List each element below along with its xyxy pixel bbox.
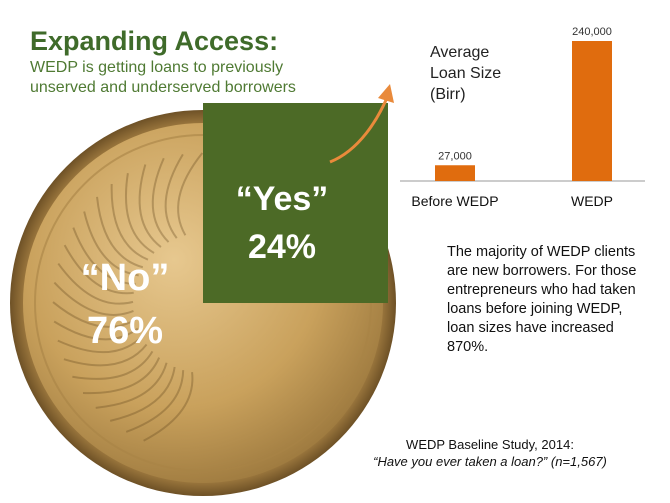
engraving-stroke: [63, 343, 148, 367]
engraving-stroke: [95, 362, 168, 409]
engraving-stroke: [177, 152, 204, 236]
engraving-stroke: [110, 183, 149, 261]
engraving-stroke: [57, 262, 134, 305]
callout-arrow: [329, 99, 388, 164]
engraving-stroke: [57, 336, 143, 354]
pie-slice-yes: [203, 103, 388, 303]
engraving-stroke: [143, 372, 194, 442]
source-citation: WEDP Baseline Study, 2014: “Have you eve…: [340, 436, 640, 470]
engraving-stroke: [138, 164, 162, 248]
page-title: Expanding Access:: [30, 26, 279, 56]
engraving-stroke: [63, 244, 134, 295]
bar-data-label-before-wedp: 27,000: [438, 150, 472, 162]
source-line-1: WEDP Baseline Study, 2014:: [406, 437, 574, 452]
source-line-2: “Have you ever taken a loan?” (n=1,567): [373, 454, 607, 469]
pie-value-no: 76%: [87, 310, 163, 352]
engraving-stroke: [52, 301, 136, 328]
engraving-stroke: [125, 370, 185, 433]
pie-label-no: “No”: [81, 257, 170, 299]
page-subtitle: WEDP is getting loans to previously unse…: [30, 59, 296, 96]
bar-chart-title: Average Loan Size (Birr): [430, 44, 502, 103]
engraving-stroke: [83, 211, 139, 277]
engraving-stroke: [124, 173, 155, 254]
coin-engraving: [52, 152, 204, 442]
callout-arrow-head: [378, 84, 394, 103]
engraving-stroke: [164, 153, 184, 239]
engraving-stroke: [53, 281, 134, 316]
bar-data-label-wedp: 240,000: [572, 26, 612, 38]
bar-category-wedp: WEDP: [571, 193, 613, 209]
engraving-stroke: [109, 366, 176, 422]
engraving-stroke: [82, 357, 161, 395]
bar-before-wedp: [435, 165, 475, 181]
engraving-stroke: [72, 350, 154, 380]
bar-category-before-wedp: Before WEDP: [411, 193, 498, 209]
engraving-stroke: [53, 320, 139, 341]
summary-note: The majority of WEDP clients are new bor…: [447, 244, 637, 355]
engraving-stroke: [96, 196, 144, 269]
pie-value-yes: 24%: [248, 228, 316, 266]
pie-label-yes: “Yes”: [236, 180, 329, 218]
bar-wedp: [572, 41, 612, 181]
engraving-stroke: [151, 157, 170, 243]
engraving-stroke: [72, 227, 136, 285]
